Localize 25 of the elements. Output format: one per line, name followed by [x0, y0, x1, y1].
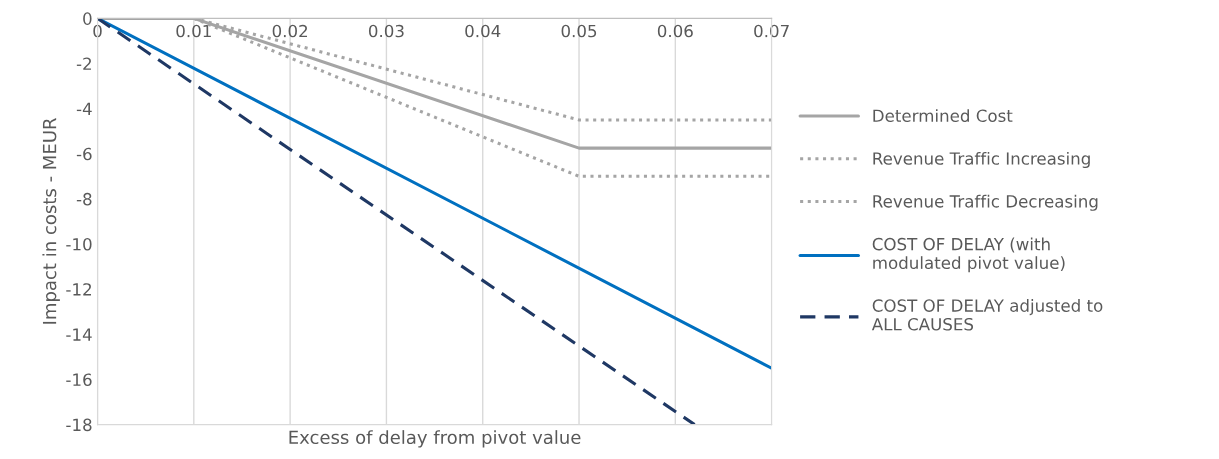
legend-label: COST OF DELAY (with modulated pivot value)	[872, 237, 1065, 273]
x-tick-label: 0.06	[657, 24, 693, 38]
x-tick-label: 0	[93, 24, 102, 38]
y-tick-label: -2	[76, 57, 91, 70]
x-axis-title: Excess of delay from pivot value	[289, 430, 581, 448]
y-tick-label: -16	[66, 373, 92, 387]
x-tick-label: 0.03	[368, 24, 404, 38]
x-tick-label: 0.04	[465, 24, 501, 38]
y-tick-label: -4	[76, 102, 92, 115]
y-tick-label: 0	[83, 12, 92, 25]
x-tick-label: 0.07	[754, 24, 789, 38]
legend-label: COST OF DELAY adjusted to ALL CAUSES	[871, 299, 1103, 331]
x-tick-label: 0.05	[561, 24, 597, 38]
x-tick-label: 0.01	[176, 24, 211, 38]
x-tick-label: 0.02	[272, 24, 308, 38]
y-tick-label: -10	[66, 238, 92, 251]
y-axis-title: Impact in costs - MEUR	[42, 117, 60, 324]
y-tick-label: -6	[76, 147, 92, 161]
y-tick-label: -14	[66, 328, 92, 341]
y-tick-label: -12	[66, 283, 91, 296]
y-tick-label: -8	[76, 192, 92, 206]
legend-label: Revenue Traffic Decreasing	[873, 194, 1098, 211]
legend-label: Determined Cost	[873, 109, 1013, 123]
y-tick-label: -18	[66, 418, 92, 432]
legend-label: Revenue Traffic Increasing	[873, 151, 1090, 169]
